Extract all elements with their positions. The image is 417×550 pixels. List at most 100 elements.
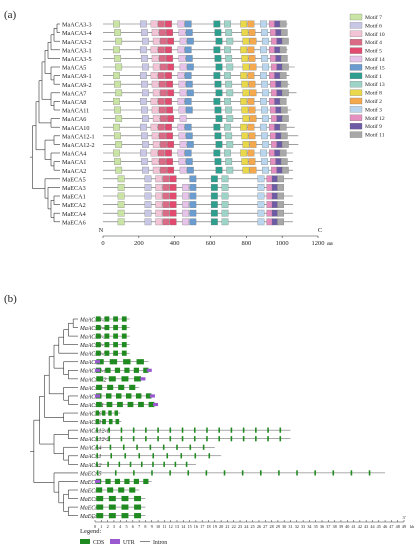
- cds-exon: [134, 495, 142, 502]
- motif-box: [262, 63, 269, 71]
- motif-box: [248, 55, 256, 62]
- cds-exon: [108, 495, 116, 502]
- legend-swatch: [349, 72, 363, 79]
- motif-box: [214, 55, 222, 62]
- cds-exon: [176, 444, 178, 450]
- cds-exon: [255, 427, 257, 433]
- motif-box: [221, 209, 229, 217]
- legend-swatch: [349, 30, 363, 37]
- gene-structure-row: [95, 333, 130, 339]
- legend-swatch: [349, 13, 363, 21]
- cds-exon: [104, 324, 110, 331]
- gene-label: MaACA12-1: [62, 133, 95, 140]
- motif-row: [103, 115, 289, 122]
- motif-box: [157, 149, 165, 157]
- motif-box: [281, 89, 289, 97]
- gene-label: MaACA8: [62, 99, 86, 106]
- motif-box: [182, 218, 190, 226]
- cds-exon: [202, 444, 205, 450]
- motif-box: [185, 106, 193, 114]
- cds-exon: [108, 513, 116, 519]
- legend-swatch: [349, 81, 363, 88]
- motif-box: [261, 29, 268, 36]
- motif-box: [117, 192, 125, 200]
- motif-box: [214, 158, 222, 165]
- motif-box: [162, 218, 170, 226]
- gene-structure-rows: [95, 316, 386, 519]
- motif-box: [115, 166, 123, 174]
- cds-exon: [95, 350, 101, 356]
- gene-structure-row: [95, 495, 146, 502]
- gene-label: MaACA3-1: [62, 47, 92, 54]
- motif-box: [177, 123, 185, 131]
- axis-tick-label: 400: [170, 240, 180, 247]
- motif-box: [178, 132, 186, 140]
- motif-box: [141, 29, 148, 36]
- motif-box: [262, 141, 269, 148]
- axis-tick-label: 40: [345, 524, 349, 529]
- axis-tick-label: 39: [339, 524, 343, 529]
- motif-row: [103, 201, 293, 208]
- axis-tick-label: 47: [389, 524, 393, 529]
- motif-box: [165, 123, 172, 131]
- motif-box: [249, 63, 257, 71]
- legend-swatch: [349, 123, 363, 130]
- motif-box: [277, 175, 285, 183]
- cds-exon: [205, 470, 208, 476]
- motif-box: [241, 132, 249, 140]
- motif-box: [142, 115, 149, 122]
- gene-label: MaACA10: [62, 125, 90, 132]
- cds-exon: [152, 461, 154, 467]
- axis-tick-label: 0: [94, 524, 96, 529]
- cds-exon: [102, 419, 106, 425]
- gene-label: MaACA3-4: [62, 30, 92, 37]
- motif-row: [103, 20, 288, 28]
- cds-exon: [96, 427, 98, 433]
- axis-tick-label: 29: [276, 524, 280, 529]
- cds-exon: [151, 470, 153, 476]
- motif-box: [182, 184, 190, 191]
- legend-swatch: [349, 55, 363, 63]
- motif-box: [166, 29, 173, 36]
- gene-label: MaECA5: [79, 471, 102, 477]
- motif-box: [277, 201, 285, 208]
- gene-label: MaECA4: [62, 211, 86, 218]
- legend-label: Motif 8: [365, 90, 382, 97]
- motif-row: [103, 106, 292, 114]
- cds-exon: [143, 367, 149, 373]
- motif-box: [242, 141, 250, 148]
- motif-box: [240, 46, 248, 54]
- gene-structure-row: [95, 384, 140, 390]
- motif-box: [247, 72, 255, 79]
- cds-exon: [120, 436, 123, 442]
- motif-box: [189, 192, 197, 200]
- axis-tick-label: 6: [132, 524, 134, 529]
- motif-box: [117, 209, 125, 217]
- cds-exon: [163, 461, 165, 467]
- gene-label: MaACA3-3: [79, 317, 107, 323]
- motif-box: [249, 166, 257, 174]
- cds-exon: [122, 444, 125, 450]
- motif-box: [113, 98, 120, 105]
- axis-tick-label: 38: [333, 524, 337, 529]
- cds-exon: [95, 342, 101, 348]
- legend-label: Motif 2: [365, 98, 382, 105]
- cds-exon: [113, 350, 118, 356]
- motif-box: [247, 123, 255, 131]
- motif-box: [215, 37, 223, 45]
- motif-box: [281, 63, 289, 71]
- motif-row: [103, 149, 293, 157]
- motif-box: [257, 201, 265, 208]
- cds-exon: [96, 487, 103, 493]
- motif-box: [113, 149, 120, 157]
- gene-label: MaACA2: [79, 463, 102, 469]
- motif-box: [142, 89, 149, 97]
- motif-box: [281, 141, 289, 148]
- utr-block: [95, 360, 101, 364]
- motif-box: [150, 46, 158, 54]
- motif-box: [167, 63, 175, 71]
- motif-box: [141, 55, 148, 62]
- motif-box: [226, 166, 234, 174]
- gene-label: MaACA12-1: [79, 429, 109, 435]
